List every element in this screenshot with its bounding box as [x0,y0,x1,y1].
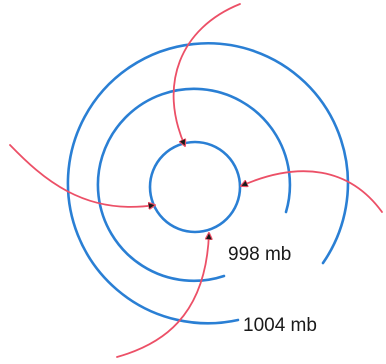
wind-arrow-west [9,144,155,207]
outer-isobar [66,41,350,325]
isobar-label-1004: 1004 mb [243,315,317,336]
wind-arrow-east [241,170,383,213]
wind-arrow-north [172,3,241,146]
isobar-label-998: 998 mb [228,244,292,265]
inner-isobar [148,140,242,234]
middle-isobar [96,87,292,283]
wind-arrow-south [116,232,209,358]
